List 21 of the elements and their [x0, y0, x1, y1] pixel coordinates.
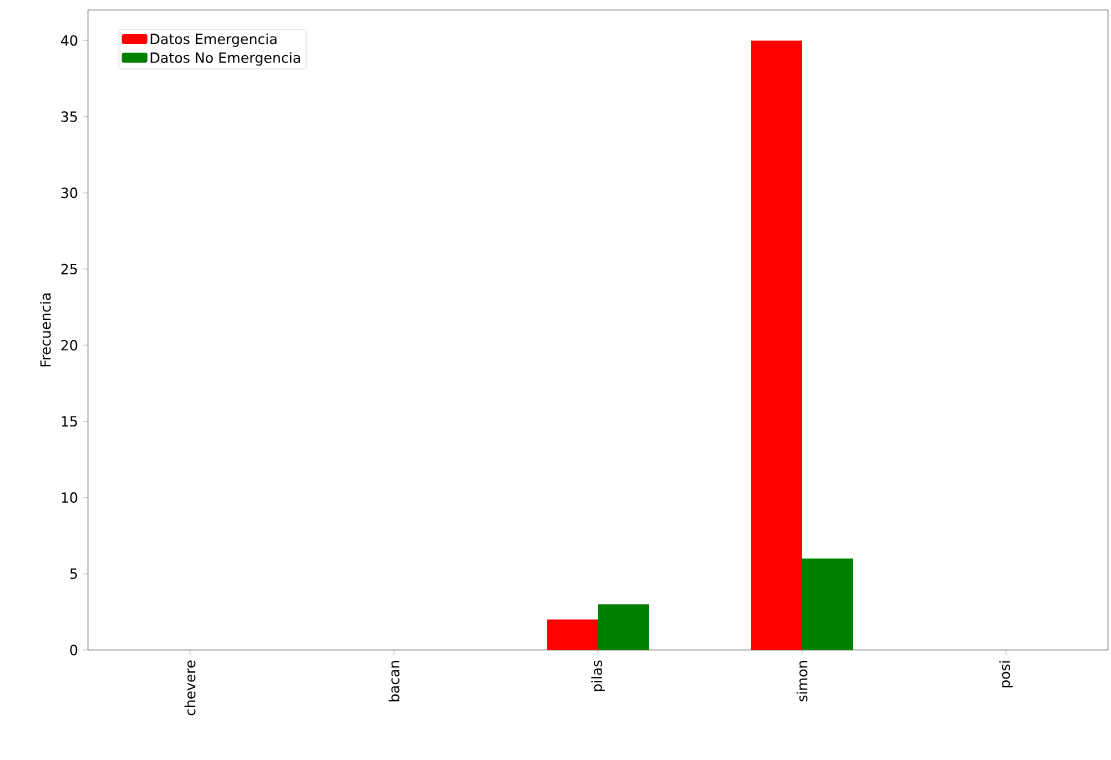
y-tick-label: 40: [61, 35, 78, 46]
y-tick-label: 10: [61, 492, 78, 503]
legend-label: Datos No Emergencia: [150, 52, 300, 66]
x-tick-label: posi: [999, 661, 1013, 688]
legend-label: Datos Emergencia: [150, 33, 277, 47]
y-tick-label: 30: [61, 187, 78, 199]
y-tick-label: 35: [61, 111, 77, 122]
y-tick-label: 25: [61, 263, 77, 275]
bar: [750, 40, 802, 650]
x-tick-label: chevere: [184, 660, 196, 716]
bar: [801, 558, 853, 650]
x-tick-label: pilas: [591, 660, 605, 692]
bar: [547, 619, 598, 650]
y-axis-title: Frecuencia: [39, 293, 51, 367]
y-tick-label: 20: [61, 339, 78, 351]
bar: [597, 604, 649, 650]
y-tick-label: 15: [61, 416, 77, 427]
y-tick-label: 0: [70, 644, 78, 656]
y-tick-label: 5: [70, 568, 77, 579]
x-tick-label: simon: [796, 661, 808, 702]
x-tick-label: bacan: [388, 661, 400, 702]
